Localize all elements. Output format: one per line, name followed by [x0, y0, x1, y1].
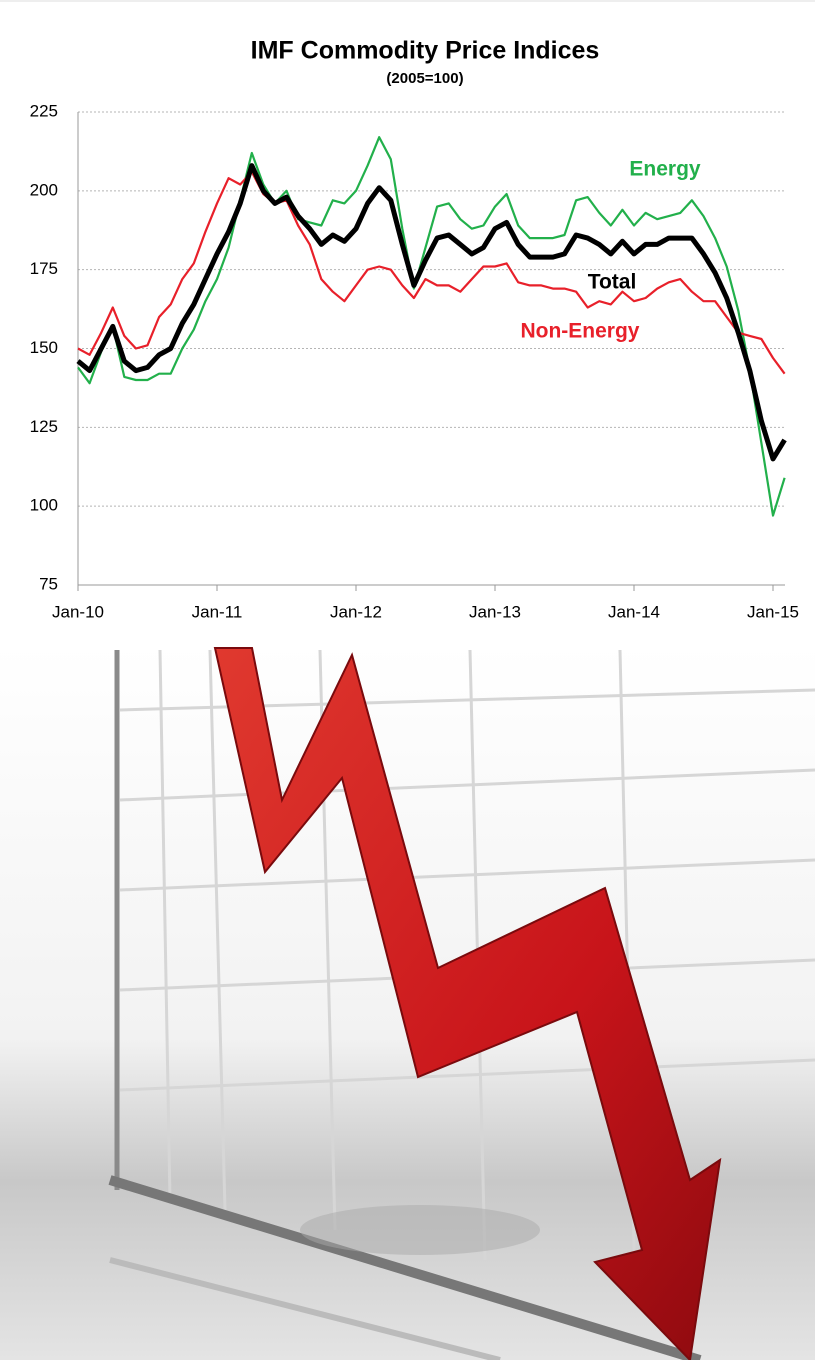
series-line [76, 163, 787, 462]
x-tick-label: Jan-12 [330, 602, 382, 621]
chart-subtitle: (2005=100) [386, 70, 463, 87]
y-tick-label: 75 [39, 574, 58, 593]
down-arrow [213, 647, 722, 1360]
chart-title: IMF Commodity Price Indices [251, 37, 600, 65]
x-tick-label: Jan-11 [192, 602, 243, 621]
x-tick-label: Jan-13 [469, 602, 521, 621]
series-label: Non-Energy [520, 320, 639, 343]
x-tick-label: Jan-15 [747, 602, 799, 621]
image-floor-line [108, 1175, 702, 1360]
series-line [77, 170, 786, 375]
y-tick-label: 100 [30, 496, 58, 515]
image-floor-line [109, 1257, 501, 1360]
y-tick-label: 150 [30, 338, 58, 357]
y-tick-label: 125 [30, 417, 58, 436]
y-tick-label: 175 [30, 259, 58, 278]
series-label: Energy [629, 158, 701, 181]
series-label: Total [588, 271, 637, 294]
series-line [77, 136, 786, 517]
x-tick-label: Jan-10 [52, 602, 104, 621]
image-shadow [300, 1205, 540, 1255]
x-tick-label: Jan-14 [608, 602, 660, 621]
y-tick-label: 225 [30, 101, 58, 120]
y-tick-label: 200 [30, 180, 58, 199]
decorative-image [0, 645, 815, 1360]
